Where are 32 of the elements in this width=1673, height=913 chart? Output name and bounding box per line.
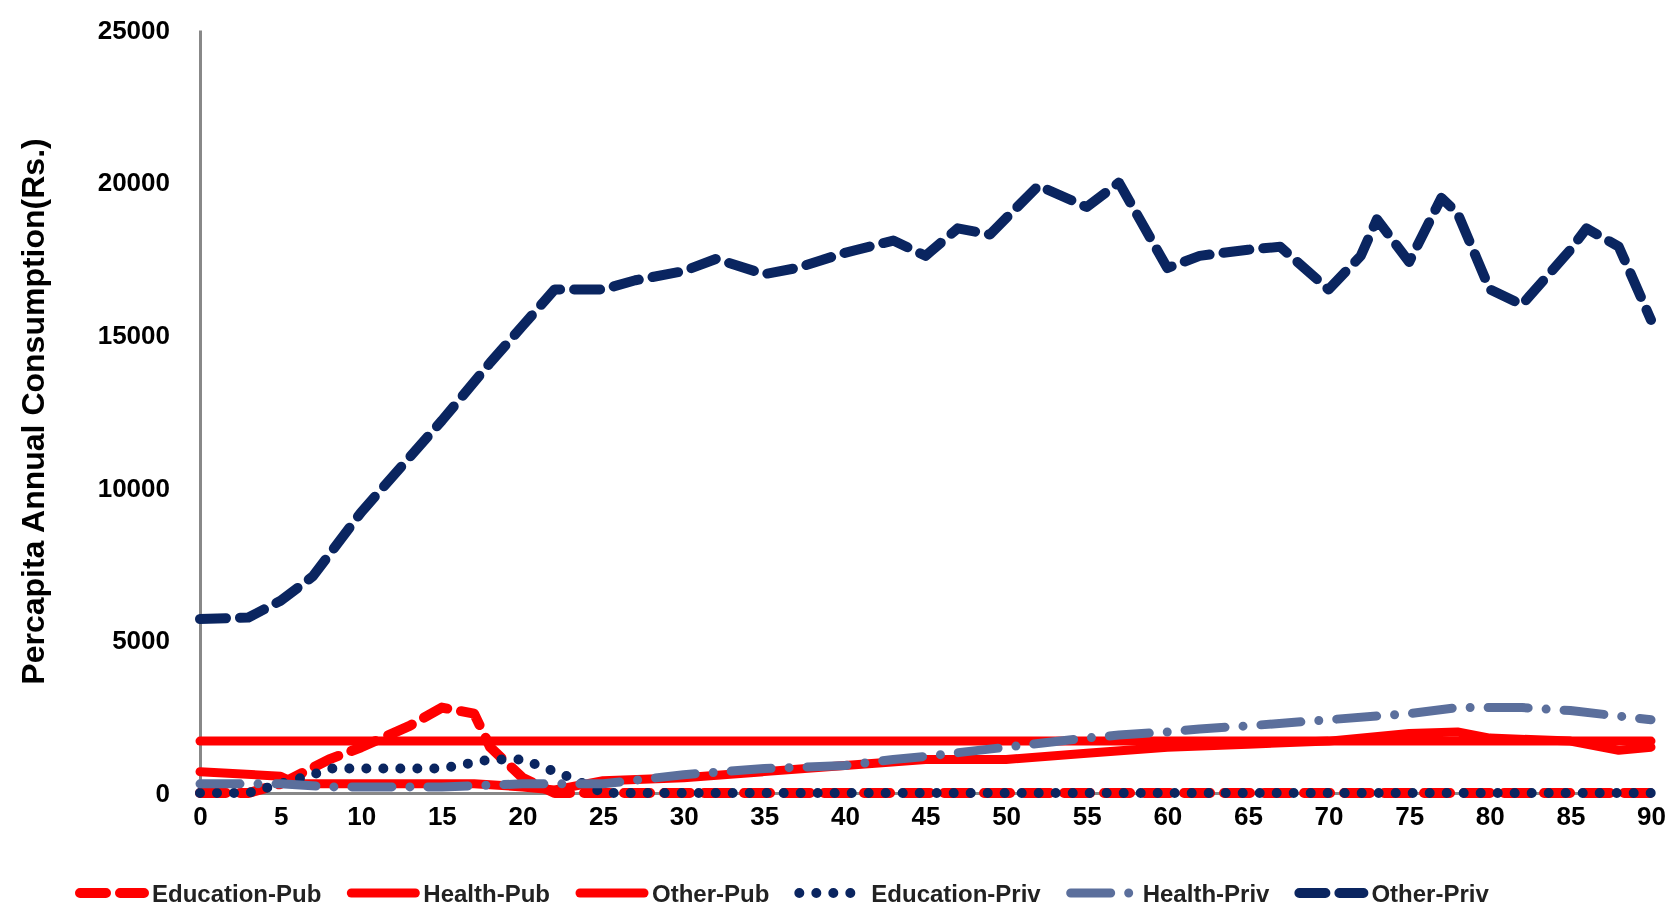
x-tick-label: 90 — [1637, 801, 1666, 832]
x-tick-label: 15 — [427, 801, 457, 832]
y-tick-label: 10000 — [97, 472, 170, 503]
y-tick-label: 0 — [155, 777, 170, 808]
x-tick-label: 60 — [1153, 801, 1183, 832]
x-tick-label: 35 — [750, 801, 780, 832]
x-tick-label: 20 — [508, 801, 538, 832]
x-tick-label: 65 — [1233, 801, 1263, 832]
legend-label: Other-Pub — [652, 880, 770, 907]
y-axis-title: Percapita Annual Consumption(Rs.) — [15, 138, 51, 685]
x-tick-label: 0 — [193, 801, 208, 832]
x-tick-label: 85 — [1556, 801, 1586, 832]
x-tick-label: 70 — [1314, 801, 1344, 832]
x-tick-label: 40 — [830, 801, 860, 832]
y-tick-label: 25000 — [97, 14, 170, 45]
x-tick-label: 30 — [669, 801, 699, 832]
legend-label: Education-Priv — [871, 880, 1042, 907]
x-tick-label: 75 — [1395, 801, 1425, 832]
x-tick-label: 5 — [273, 801, 289, 832]
x-tick-label: 10 — [347, 801, 377, 832]
x-tick-label: 55 — [1072, 801, 1102, 832]
x-tick-label: 45 — [911, 801, 941, 832]
legend-label: Education-Pub — [152, 880, 322, 907]
x-tick-label: 25 — [589, 801, 619, 832]
x-tick-label: 50 — [992, 801, 1022, 832]
y-tick-label: 20000 — [97, 167, 170, 198]
x-tick-label: 80 — [1475, 801, 1505, 832]
y-tick-label: 5000 — [112, 625, 170, 656]
legend-label: Health-Priv — [1142, 880, 1271, 907]
legend-label: Health-Pub — [423, 880, 550, 907]
y-tick-label: 15000 — [97, 320, 170, 351]
legend-label: Other-Priv — [1371, 880, 1490, 907]
